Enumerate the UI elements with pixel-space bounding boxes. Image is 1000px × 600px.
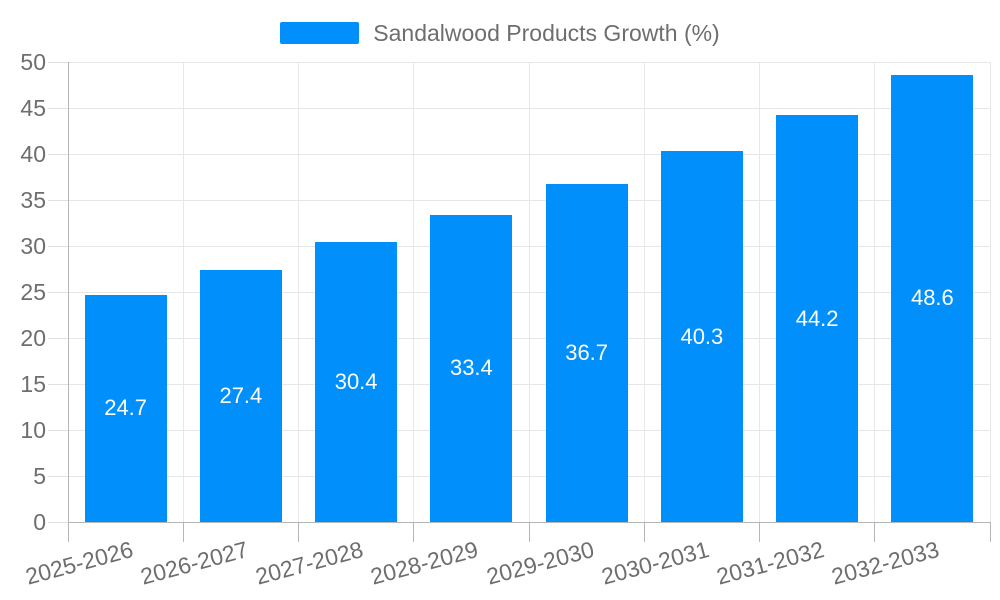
y-axis-label: 50	[20, 49, 46, 75]
y-axis-label: 30	[20, 233, 46, 259]
gridline-vertical	[182, 62, 184, 522]
bar-value-label: 24.7	[104, 395, 148, 421]
gridline-vertical	[298, 62, 299, 522]
x-axis-tick	[182, 522, 184, 542]
bar[interactable]: 30.4	[315, 242, 398, 522]
y-axis-tick	[48, 429, 68, 431]
y-axis-label: 15	[20, 371, 46, 397]
bar-value-label: 33.4	[449, 355, 493, 381]
gridline-vertical	[643, 62, 645, 522]
bar[interactable]: 44.2	[776, 115, 859, 522]
bar-value-label: 48.6	[910, 285, 954, 311]
bar-value-label: 36.7	[565, 340, 609, 366]
bar[interactable]: 27.4	[199, 269, 282, 522]
legend-label: Sandalwood Products Growth (%)	[373, 19, 720, 46]
bar-value-label: 40.3	[680, 323, 724, 349]
gridline-vertical	[989, 62, 991, 522]
y-axis-tick	[48, 199, 68, 201]
y-axis-label: 20	[20, 325, 46, 351]
y-axis-tick	[48, 383, 68, 385]
x-axis-tick	[298, 522, 299, 542]
y-axis-label: 40	[20, 141, 46, 167]
y-axis-label: 25	[20, 279, 46, 305]
x-axis-line	[68, 522, 990, 523]
y-axis-line	[68, 62, 69, 522]
bar[interactable]: 33.4	[430, 214, 513, 522]
y-axis-label: 35	[20, 187, 46, 213]
bar[interactable]: 36.7	[545, 184, 628, 522]
x-axis-tick	[874, 522, 876, 542]
bar[interactable]: 48.6	[891, 74, 974, 522]
x-axis-label: 2027-2028	[252, 536, 366, 590]
gridline-vertical	[759, 62, 760, 522]
x-axis-tick	[528, 522, 530, 542]
y-axis-tick	[48, 475, 68, 477]
bar-value-label: 44.2	[795, 305, 839, 331]
y-axis-label: 5	[33, 463, 46, 489]
x-axis-tick	[989, 522, 991, 542]
legend: Sandalwood Products Growth (%)	[0, 16, 1000, 50]
bar-value-label: 30.4	[334, 369, 378, 395]
x-axis-label: 2031-2032	[713, 536, 827, 590]
y-axis-tick	[48, 107, 68, 109]
y-axis-tick	[48, 291, 68, 293]
legend-item[interactable]: Sandalwood Products Growth (%)	[280, 19, 720, 47]
x-axis-tick	[413, 522, 415, 542]
gridline-vertical	[413, 62, 415, 522]
gridline-vertical	[874, 62, 876, 522]
legend-swatch-icon	[280, 22, 360, 44]
bar[interactable]: 40.3	[660, 151, 743, 522]
y-axis-tick	[48, 61, 68, 63]
x-axis-label: 2026-2027	[137, 536, 251, 590]
y-axis-tick	[48, 337, 68, 339]
x-axis-tick	[643, 522, 645, 542]
bar-value-label: 27.4	[219, 382, 263, 408]
y-axis-tick	[48, 521, 68, 523]
x-axis-label: 2030-2031	[598, 536, 712, 590]
y-axis-tick	[48, 153, 68, 155]
x-axis-tick	[759, 522, 760, 542]
x-axis-label: 2028-2029	[368, 536, 482, 590]
y-axis-label: 10	[20, 417, 46, 443]
y-axis-label: 45	[20, 95, 46, 121]
x-axis-label: 2029-2030	[483, 536, 597, 590]
gridline-vertical	[528, 62, 530, 522]
bar[interactable]: 24.7	[84, 294, 167, 522]
x-axis-label: 2032-2033	[829, 536, 943, 590]
y-axis-label: 0	[33, 509, 46, 535]
x-axis-label: 2025-2026	[22, 536, 136, 590]
x-axis-tick	[67, 522, 69, 542]
y-axis-tick	[48, 245, 68, 247]
